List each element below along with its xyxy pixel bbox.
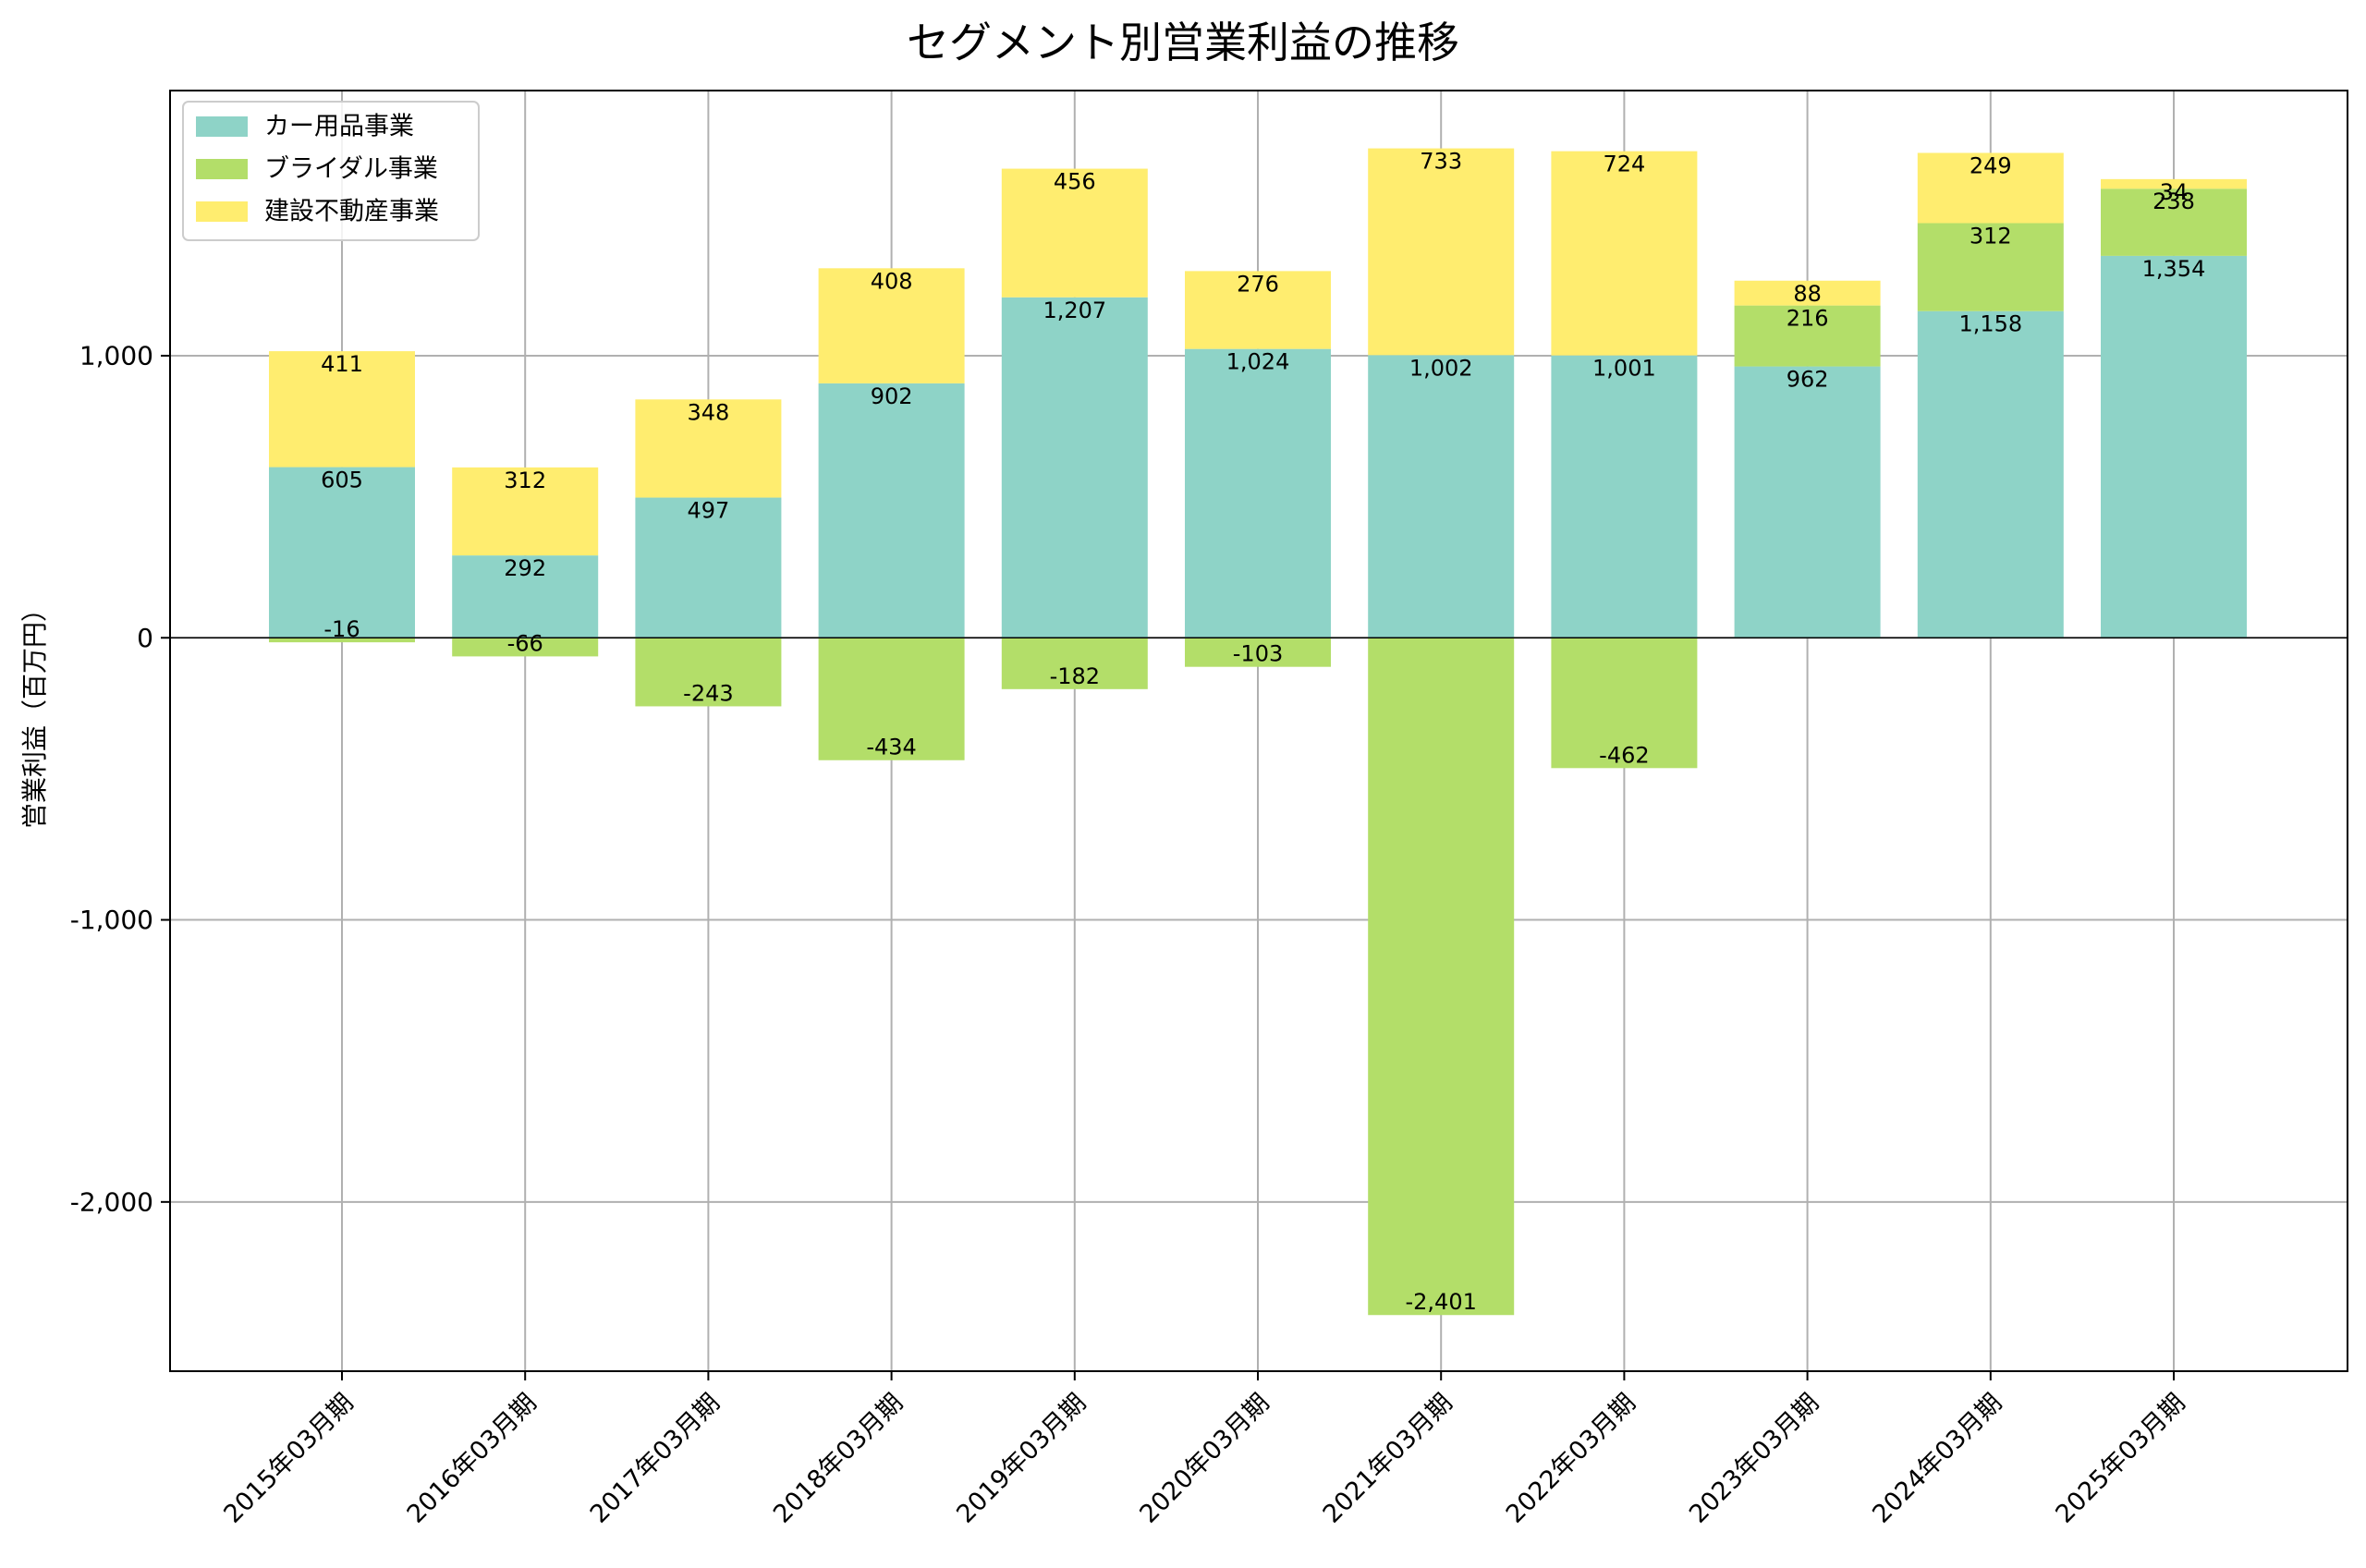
bar-value-label: 276	[1237, 271, 1279, 297]
bar-value-label: 1,024	[1226, 349, 1290, 375]
chart-title: セグメント別営業利益の推移	[907, 18, 1459, 67]
bar-segment	[1001, 297, 1148, 638]
x-tick-label: 2019年03月期	[951, 1389, 1092, 1529]
x-tick-label: 2021年03月期	[1318, 1389, 1458, 1529]
bar-value-label: 216	[1787, 306, 1829, 332]
bar-value-label: 1,002	[1409, 355, 1473, 381]
bar-segment	[635, 638, 782, 707]
bar-value-label: -66	[507, 630, 543, 656]
bar-segment	[452, 638, 599, 657]
bar-segment	[1001, 168, 1148, 298]
bar-value-label: 249	[1970, 152, 2012, 178]
bars	[269, 148, 2247, 1316]
bar-segment	[269, 638, 415, 643]
bar-value-label: -2,401	[1406, 1289, 1477, 1315]
bar-value-label: 962	[1787, 367, 1829, 393]
bar-segment	[1185, 638, 1331, 667]
bar-value-label: 497	[687, 498, 729, 524]
bar-value-label: 1,354	[2142, 256, 2206, 282]
bar-segment	[1917, 152, 2064, 224]
bar-value-label: 292	[504, 555, 546, 581]
bar-segment	[1734, 305, 1881, 367]
y-tick-label: -1,000	[70, 905, 153, 935]
bar-value-label: 1,158	[1958, 311, 2022, 337]
y-axis: -2,000 -1,000 0 1,000	[70, 340, 170, 1217]
y-tick-label: 0	[137, 623, 153, 653]
bar-segment	[1551, 151, 1698, 356]
bar-segment	[1734, 280, 1881, 306]
bar-segment	[818, 638, 965, 760]
value-labels: 605 -16 411 292 -66 312 497 -243 348 902 -434 408 1,…	[321, 149, 2205, 1316]
legend-label: カー用品事業	[264, 113, 414, 141]
bar-segment	[2101, 178, 2247, 189]
legend-swatch	[196, 159, 248, 179]
bar-value-label: -462	[1599, 742, 1649, 768]
x-tick-label: 2024年03月期	[1867, 1389, 2007, 1529]
y-tick-label: 1,000	[79, 340, 153, 371]
bar-value-label: 605	[321, 468, 363, 493]
y-tick-label: -2,000	[70, 1186, 153, 1217]
bar-value-label: 88	[1793, 281, 1822, 307]
bar-segment	[1185, 348, 1331, 638]
x-axis: 2015年03月期 2016年03月期 2017年03月期 2018年03月期 2019…	[218, 1371, 2191, 1529]
bar-segment	[635, 497, 782, 638]
bar-value-label: 34	[2160, 179, 2189, 205]
bar-segment	[2101, 188, 2247, 256]
bar-value-label: 902	[871, 383, 913, 409]
bar-segment	[1551, 355, 1698, 638]
bar-value-label: -16	[323, 616, 360, 642]
bar-segment	[1185, 271, 1331, 349]
bar-value-label: 312	[1970, 223, 2012, 249]
bar-value-label: 1,207	[1043, 298, 1106, 323]
x-tick-label: 2015年03月期	[218, 1389, 359, 1529]
bar-segment	[1917, 223, 2064, 311]
bar-value-label: 238	[2153, 188, 2195, 214]
bar-segment	[1551, 638, 1698, 769]
bar-segment	[1368, 638, 1515, 1316]
x-tick-label: 2018年03月期	[768, 1389, 909, 1529]
legend-label: ブライダル事業	[264, 155, 438, 184]
bar-segment	[269, 351, 415, 468]
plot-frame	[169, 90, 2348, 1372]
bar-value-label: 312	[504, 468, 546, 493]
x-tick-label: 2025年03月期	[2050, 1389, 2190, 1529]
x-tick-label: 2020年03月期	[1134, 1389, 1274, 1529]
bar-segment	[1001, 638, 1148, 689]
bar-segment	[2101, 255, 2247, 638]
bar-segment	[1368, 355, 1515, 638]
bar-value-label: 733	[1420, 149, 1462, 175]
bar-value-label: -182	[1050, 663, 1100, 689]
bar-segment	[1734, 366, 1881, 638]
bar-segment	[818, 383, 965, 638]
bar-segment	[818, 268, 965, 383]
bar-value-label: 724	[1603, 152, 1645, 177]
bar-segment	[1368, 148, 1515, 356]
bar-value-label: -434	[866, 735, 916, 760]
bar-value-label: -103	[1233, 641, 1283, 667]
bar-segment	[1917, 310, 2064, 638]
bar-value-label: 411	[321, 351, 363, 377]
bar-segment	[635, 399, 782, 498]
bar-value-label: 456	[1054, 169, 1096, 195]
bar-value-label: -243	[683, 680, 733, 706]
bar-segment	[452, 467, 599, 556]
bar-value-label: 408	[871, 268, 913, 294]
bar-segment	[269, 467, 415, 638]
x-tick-label: 2022年03月期	[1501, 1389, 1641, 1529]
bar-segment	[452, 555, 599, 638]
legend-label: 建設不動産事業	[264, 198, 439, 226]
legend-box	[182, 101, 480, 241]
bar-value-label: 348	[687, 399, 729, 425]
bar-value-label: 1,001	[1592, 356, 1656, 382]
legend-swatch	[196, 201, 248, 222]
x-tick-label: 2023年03月期	[1684, 1389, 1824, 1529]
x-tick-label: 2016年03月期	[402, 1389, 543, 1529]
x-tick-label: 2017年03月期	[585, 1389, 726, 1529]
legend-swatch	[196, 116, 248, 137]
